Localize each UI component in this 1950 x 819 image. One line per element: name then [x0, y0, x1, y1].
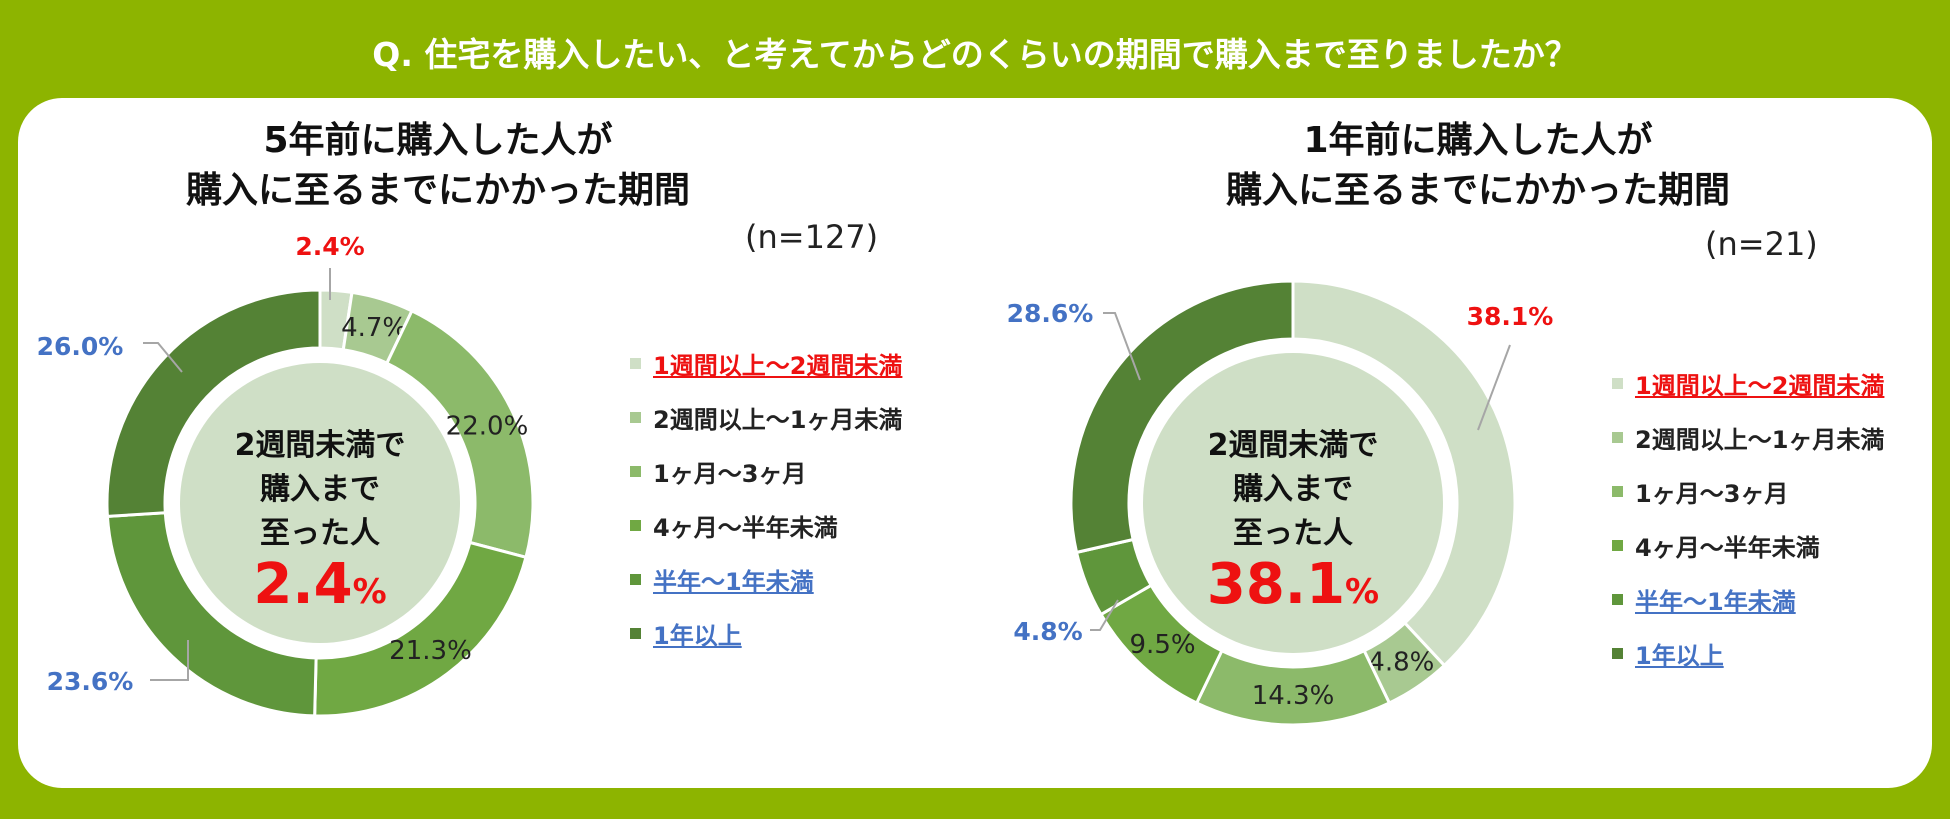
legend-label: 半年～1年未満: [653, 567, 814, 596]
legend-swatch: [630, 465, 641, 477]
legend-swatch: [1612, 377, 1623, 389]
legend-label: 2週間以上～1ヶ月未満: [1635, 425, 1885, 454]
legend-swatch: [1612, 485, 1623, 497]
legend-swatch: [630, 573, 641, 585]
chart1-value-label-3: 22.0%: [446, 412, 529, 442]
chart2-legend-item-4: 4ヶ月～半年未満: [1612, 518, 1884, 572]
legend-label: 2週間以上～1ヶ月未満: [653, 405, 903, 434]
chart2-value-label-4: 9.5%: [1130, 630, 1196, 660]
legend-label: 1ヶ月～3ヶ月: [1635, 479, 1789, 508]
chart2-leader-line-1: [1477, 344, 1511, 431]
chart1-title-line1: 5年前に購入した人が: [263, 120, 613, 161]
chart1-legend-item-6: 1年以上: [630, 606, 902, 660]
chart2-legend-item-1: 1週間以上～2週間未満: [1612, 356, 1884, 410]
chart1-value-label-1: 2.4%: [295, 232, 364, 261]
legend-swatch: [630, 357, 641, 369]
chart2-sample-size: (n=21): [1705, 225, 1818, 263]
chart1-center-circle: [180, 363, 460, 643]
chart2-value-label-6: 28.6%: [1007, 299, 1094, 328]
chart1-legend-item-2: 2週間以上～1ヶ月未満: [630, 390, 902, 444]
chart2-center-value: 38.1%: [1207, 552, 1379, 617]
chart1-center-value: 2.4%: [253, 552, 386, 617]
chart1-value-label-5: 23.6%: [47, 667, 134, 696]
chart1-legend: 1週間以上～2週間未満 2週間以上～1ヶ月未満 1ヶ月～3ヶ月 4ヶ月～半年未満 半年～…: [630, 336, 902, 660]
legend-label: 1ヶ月～3ヶ月: [653, 459, 807, 488]
chart2-legend-item-6: 1年以上: [1612, 626, 1884, 680]
chart1-center-text-3: 至った人: [260, 516, 380, 551]
legend-label: 半年～1年未満: [1635, 587, 1796, 616]
chart2-value-label-1: 38.1%: [1467, 302, 1554, 331]
chart2-slice-1: [1291, 279, 1517, 668]
chart2-value-label-5: 4.8%: [1013, 617, 1082, 646]
chart1-legend-item-3: 1ヶ月～3ヶ月: [630, 444, 902, 498]
legend-label: 1年以上: [653, 621, 742, 650]
chart2-title-line1: 1年前に購入した人が: [1303, 120, 1653, 161]
chart1-legend-item-4: 4ヶ月～半年未満: [630, 498, 902, 552]
chart2-slice-6: [1069, 279, 1295, 555]
legend-swatch: [1612, 593, 1623, 605]
chart1-legend-item-1: 1週間以上～2週間未満: [630, 336, 902, 390]
legend-label: 4ヶ月～半年未満: [653, 513, 838, 542]
chart1-leader-line-5: [150, 640, 189, 681]
chart2-leader-line-5: [1090, 599, 1119, 631]
chart1-sample-size: (n=127): [745, 218, 879, 256]
chart1-value-label-2: 4.7%: [341, 313, 407, 343]
chart2-center-text-3: 至った人: [1233, 516, 1353, 551]
chart2-legend: 1週間以上～2週間未満 2週間以上～1ヶ月未満 1ヶ月～3ヶ月 4ヶ月～半年未満 半年～…: [1612, 356, 1884, 680]
legend-swatch: [630, 519, 641, 531]
legend-label: 1週間以上～2週間未満: [1635, 371, 1885, 400]
chart2-center-text-1: 2週間未満で: [1208, 428, 1379, 463]
chart1-leader-line-6: [143, 342, 183, 373]
legend-swatch: [630, 411, 641, 423]
chart1-legend-item-5: 半年～1年未満: [630, 552, 902, 606]
legend-label: 1年以上: [1635, 641, 1724, 670]
legend-swatch: [1612, 647, 1623, 659]
chart2-center-circle: [1143, 353, 1443, 653]
legend-label: 4ヶ月～半年未満: [1635, 533, 1820, 562]
chart1-value-label-4: 21.3%: [389, 636, 472, 666]
chart2-title: 1年前に購入した人が 購入に至るまでにかかった期間: [1118, 116, 1838, 216]
chart2-legend-item-2: 2週間以上～1ヶ月未満: [1612, 410, 1884, 464]
chart1-slice-6: [105, 288, 322, 518]
chart1-title: 5年前に購入した人が 購入に至るまでにかかった期間: [78, 116, 798, 216]
chart2-center-text-2: 購入まで: [1233, 472, 1353, 507]
chart1-title-line2: 購入に至るまでにかかった期間: [185, 170, 690, 211]
chart2-leader-line-6: [1103, 312, 1141, 381]
chart2-value-label-2: 4.8%: [1368, 648, 1434, 678]
chart1-value-label-6: 26.0%: [37, 332, 124, 361]
chart2-value-label-3: 14.3%: [1252, 681, 1335, 711]
legend-swatch: [1612, 539, 1623, 551]
chart2-title-line2: 購入に至るまでにかかった期間: [1225, 170, 1730, 211]
chart2-legend-item-3: 1ヶ月～3ヶ月: [1612, 464, 1884, 518]
legend-label: 1週間以上～2週間未満: [653, 351, 903, 380]
question-title: Q. 住宅を購入したい、と考えてからどのくらいの期間で購入まで至りましたか？: [372, 35, 1578, 74]
legend-swatch: [630, 627, 641, 639]
legend-swatch: [1612, 431, 1623, 443]
chart2-legend-item-5: 半年～1年未満: [1612, 572, 1884, 626]
chart1-center-text-2: 購入まで: [260, 472, 380, 507]
chart1-center-text-1: 2週間未満で: [235, 428, 406, 463]
